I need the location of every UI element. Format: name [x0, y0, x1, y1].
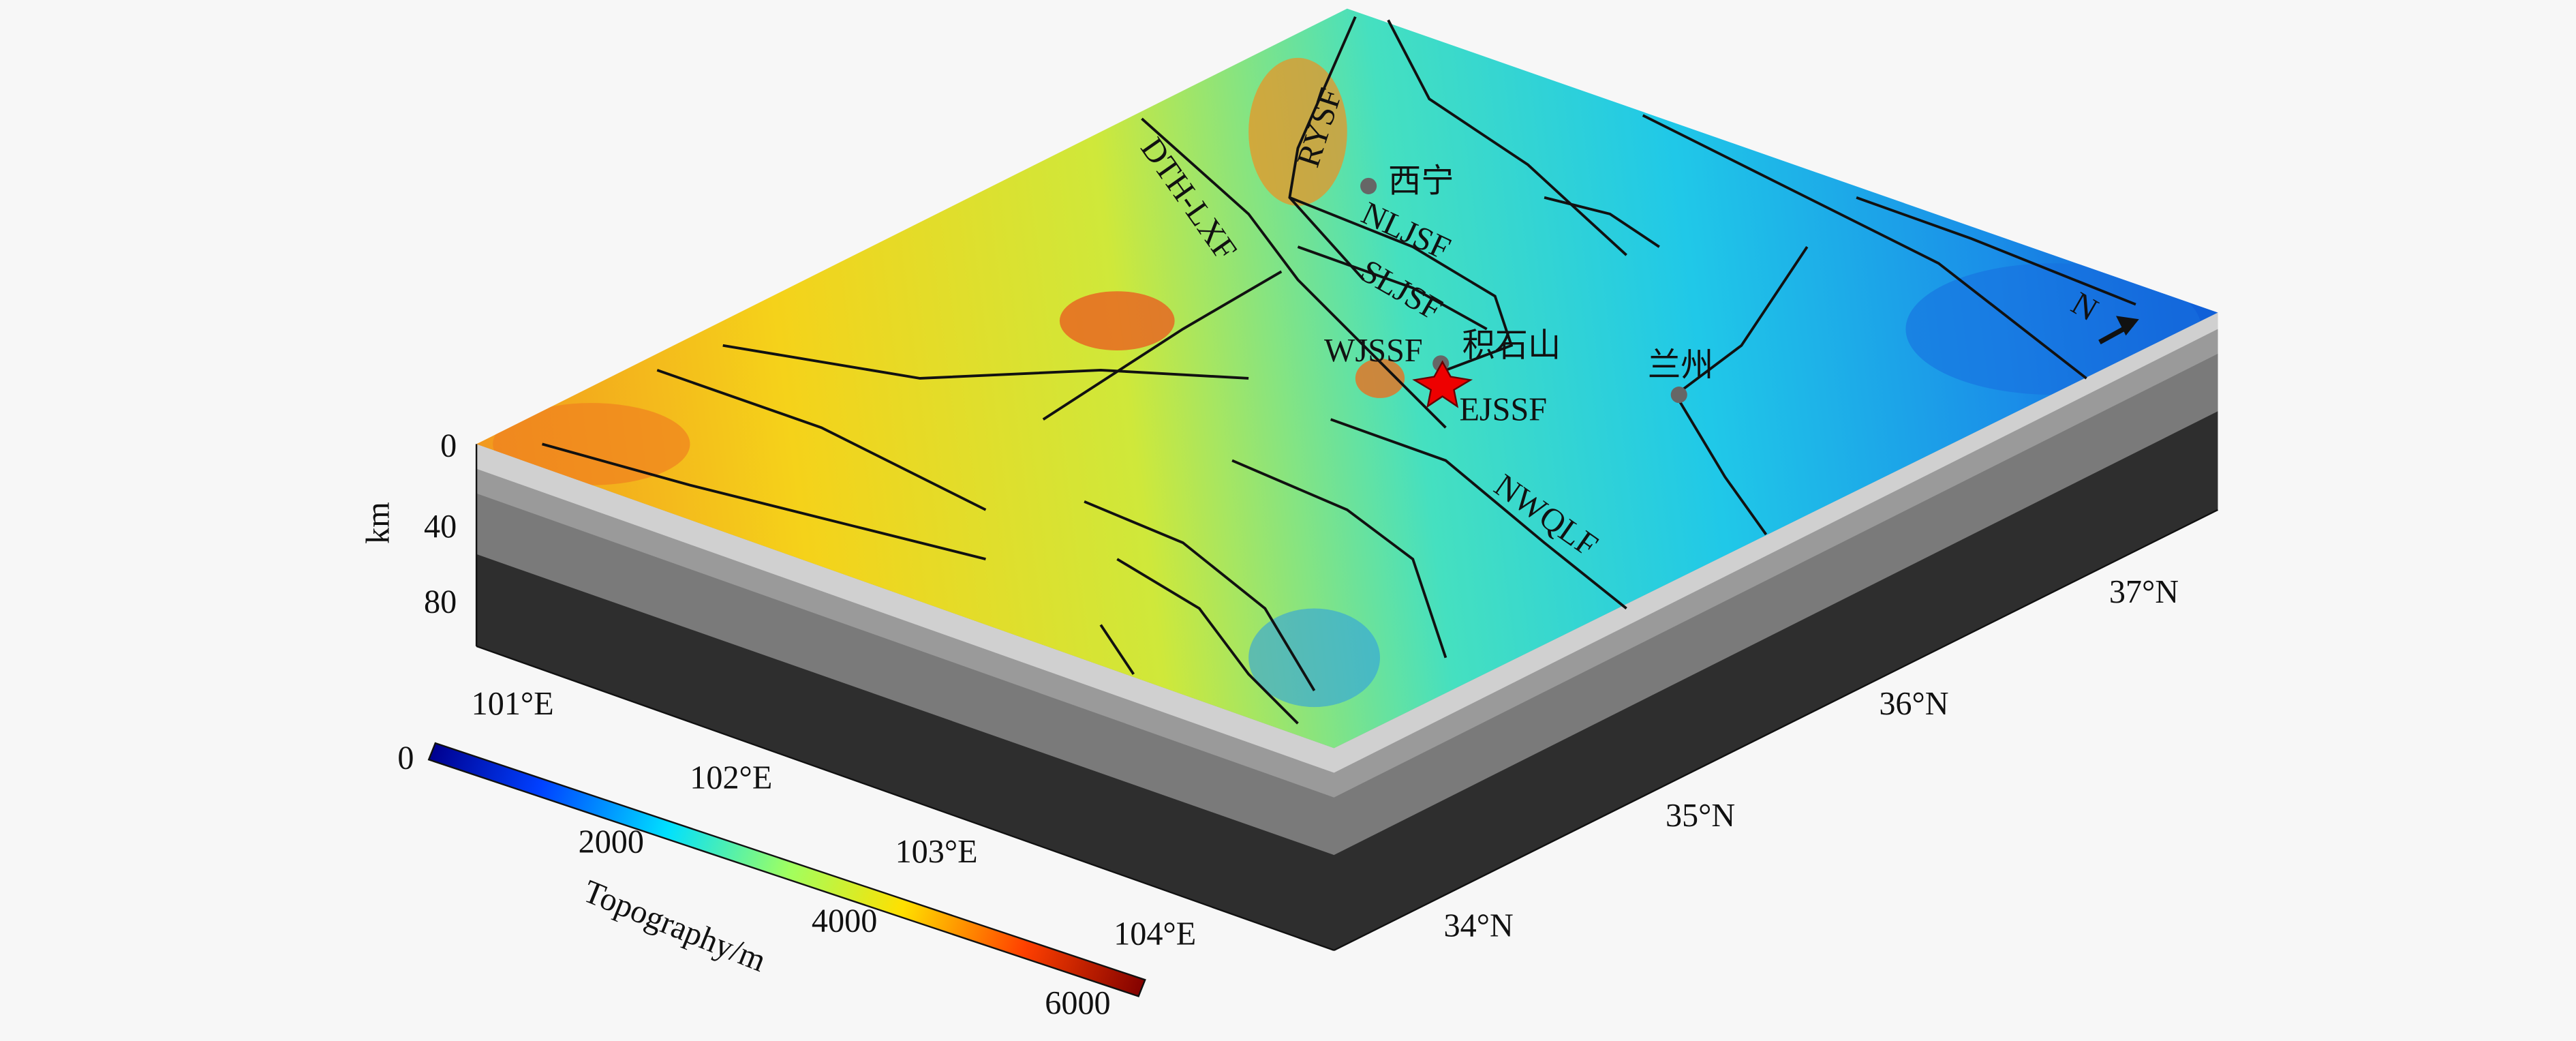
depth-tick-label: 80 [424, 584, 457, 620]
layer [1334, 312, 2218, 773]
city-marker [1670, 387, 1687, 404]
latitude-label: 34°N [1443, 908, 1513, 944]
latitude-label: 35°N [1666, 798, 1735, 834]
layer [476, 444, 1334, 773]
colorbar-tick-label: 4000 [812, 903, 877, 939]
depth-tick-label: 40 [424, 509, 457, 545]
epicenter [1412, 360, 1473, 408]
north-arrow [2116, 316, 2139, 336]
fault-label: EJSSF [1459, 392, 1547, 428]
fault-label: WJSSF [1324, 333, 1423, 369]
colorbar-tick-label: 6000 [1045, 985, 1110, 1021]
faults [542, 16, 2136, 725]
longitude-label: 103°E [895, 834, 978, 870]
latitude-label: 37°N [2109, 574, 2179, 610]
longitude-axis: 101°E 102°E 103°E 104°E [472, 645, 1334, 952]
longitude-label: 102°E [690, 760, 772, 796]
longitude-label: 101°E [472, 686, 554, 722]
colorbar-tick-label: 2000 [579, 824, 644, 860]
city-label: 兰州 [1648, 348, 1713, 384]
latitude-axis: 34°N 35°N 36°N 37°N [1333, 509, 2219, 951]
city-marker [1360, 177, 1377, 194]
depth-tick-label: 0 [440, 428, 457, 464]
longitude-label: 104°E [1114, 916, 1196, 952]
colorbar-tick-label: 0 [397, 740, 414, 776]
latitude-label: 36°N [1879, 686, 1948, 722]
colorbar-label: Topography/m [579, 873, 771, 979]
city-label: 积石山 [1462, 328, 1561, 364]
depth-axis: 0 40 80 km [360, 428, 478, 646]
depth-axis-label: km [360, 502, 396, 544]
city-label: 西宁 [1388, 164, 1454, 200]
topography [476, 8, 2218, 749]
